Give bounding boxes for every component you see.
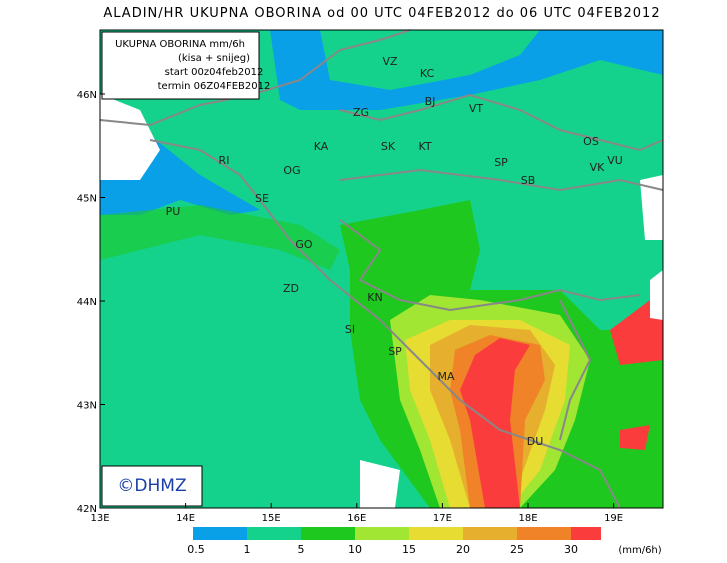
colorbar-label: 20 (456, 543, 470, 556)
city-label: KN (367, 291, 382, 304)
lon-label: 16E (347, 513, 366, 524)
colorbar-swatch (301, 527, 355, 540)
colorbar-swatch (571, 527, 601, 540)
info-line: termin 06Z04FEB2012 (158, 81, 271, 92)
info-line: UKUPNA OBORINA mm/6h (115, 39, 245, 50)
city-label: PU (166, 205, 181, 218)
colorbar-label: 5 (298, 543, 305, 556)
info-box: UKUPNA OBORINA mm/6h (kisa + snijeg) start… (101, 31, 271, 100)
lon-label: 17E (433, 513, 452, 524)
title: ALADIN/HR UKUPNA OBORINA od 00 UTC 04FEB… (103, 6, 660, 21)
city-label: VU (607, 154, 623, 167)
city-label: RI (219, 154, 230, 167)
lat-label: 46N (77, 90, 97, 101)
city-label: VZ (382, 55, 398, 68)
field-red (620, 425, 650, 450)
border-line (339, 93, 664, 152)
land-white (650, 270, 663, 320)
colorbar-label: 30 (564, 543, 578, 556)
lon-label: 14E (176, 513, 195, 524)
lon-label: 13E (90, 513, 109, 524)
colorbar-swatch (247, 527, 301, 540)
lat-label: 42N (77, 504, 97, 515)
map-frame (99, 29, 664, 509)
city-label: SE (255, 192, 269, 205)
border-line (339, 168, 664, 192)
city-label: SP (388, 345, 402, 358)
lat-label: 44N (77, 297, 97, 308)
city-label: SP (494, 156, 508, 169)
colorbar-label: 15 (402, 543, 416, 556)
land-white (100, 94, 160, 180)
info-line: (kisa + snijeg) (178, 53, 250, 64)
colorbar-swatch (193, 527, 247, 540)
colorbar-unit: (mm/6h) (618, 545, 661, 556)
colorbar-swatch (409, 527, 463, 540)
city-label: BJ (425, 95, 436, 108)
lon-label: 19E (604, 513, 623, 524)
city-label: VK (590, 161, 606, 174)
city-label: SI (345, 323, 355, 336)
field-red (460, 338, 530, 508)
land-white (360, 460, 400, 508)
lat-label: 45N (77, 194, 97, 205)
colorbar-swatch (355, 527, 409, 540)
land-white (640, 175, 663, 240)
city-label: KA (314, 140, 329, 153)
info-line: start 00z04feb2012 (165, 67, 264, 78)
lat-label: 43N (77, 401, 97, 412)
logo-frame (101, 465, 203, 507)
border-line (99, 29, 411, 127)
info-box-frame (101, 31, 260, 100)
city-label: GO (295, 238, 313, 251)
city-label: DU (527, 435, 544, 448)
field-green (100, 205, 340, 270)
city-label: OG (283, 164, 300, 177)
logo-text: ©DHMZ (117, 476, 186, 496)
city-label: SK (381, 140, 396, 153)
field-red (610, 300, 663, 365)
colorbar-swatch (517, 527, 571, 540)
city-label: OS (583, 135, 599, 148)
city-label: KC (420, 67, 435, 80)
colorbar-label: 10 (348, 543, 362, 556)
lon-label: 18E (518, 513, 537, 524)
coast-line (149, 139, 621, 509)
border-line (339, 219, 641, 312)
colorbar-label: 0.5 (187, 543, 205, 556)
colorbar-swatch (463, 527, 517, 540)
colorbar-label: 1 (244, 543, 251, 556)
city-label: SB (521, 174, 536, 187)
field-teal (320, 30, 540, 90)
city-label: ZG (353, 106, 369, 119)
city-label: MA (437, 370, 454, 383)
city-label: KT (418, 140, 431, 153)
city-label: ZD (283, 282, 299, 295)
borders (99, 29, 664, 509)
colorbar-label: 25 (510, 543, 524, 556)
lon-label: 15E (262, 513, 281, 524)
precip-field (100, 30, 663, 508)
logo: ©DHMZ (101, 465, 203, 507)
border-line (559, 299, 592, 441)
city-label: VT (469, 102, 484, 115)
